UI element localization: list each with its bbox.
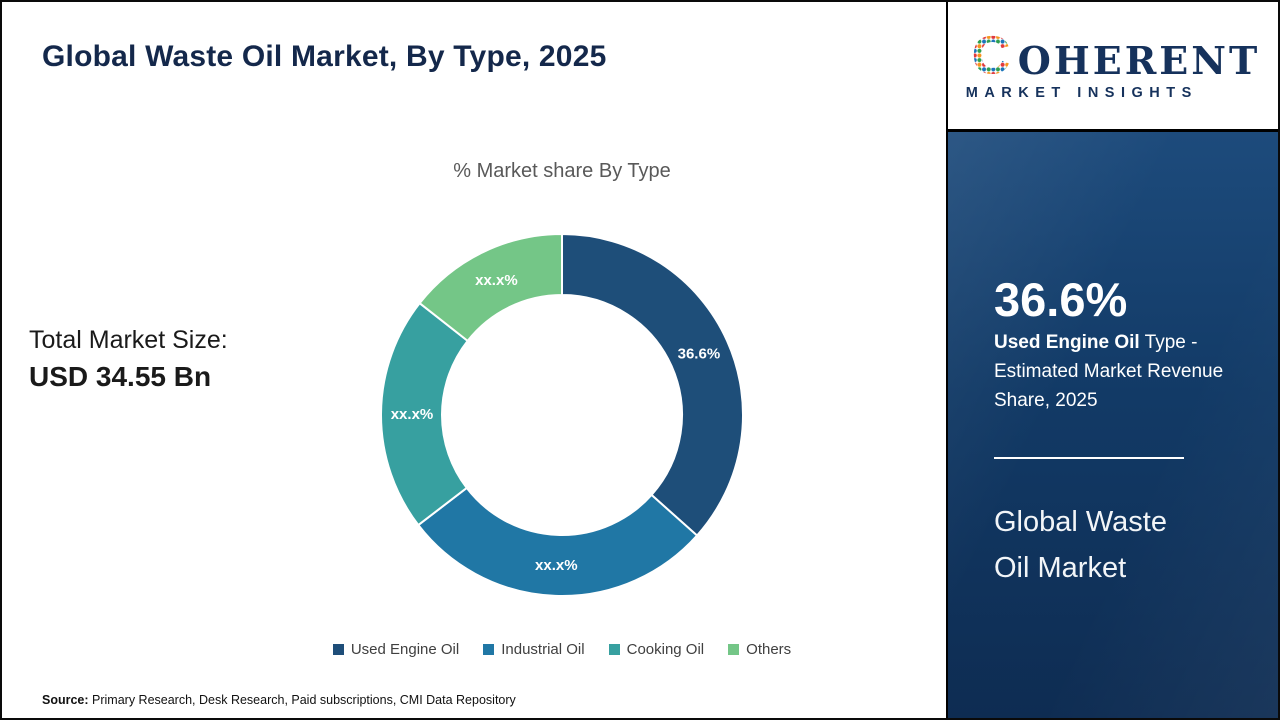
stat-description: Used Engine Oil Type - Estimated Market … bbox=[994, 328, 1226, 415]
highlight-panel: 36.6% Used Engine Oil Type - Estimated M… bbox=[946, 132, 1278, 718]
stat-rest: Type - Estimated Market Revenue Share, 2… bbox=[994, 332, 1224, 412]
logo-wordmark: OHERENT bbox=[1017, 38, 1261, 83]
stat-value: 36.6% bbox=[994, 273, 1128, 326]
source-label: Source: bbox=[42, 693, 89, 707]
chart-title: % Market share By Type bbox=[453, 160, 671, 182]
legend-item-industrial-oil: Industrial Oil bbox=[483, 641, 585, 658]
donut-segment-others bbox=[418, 232, 563, 343]
legend-marker-icon bbox=[728, 644, 740, 655]
legend-label: Industrial Oil bbox=[501, 641, 585, 658]
legend-label: Used Engine Oil bbox=[350, 641, 460, 658]
legend-item-used-engine-oil: Used Engine Oil bbox=[332, 641, 460, 658]
page-title: Global Waste Oil Market, By Type, 2025 bbox=[42, 40, 607, 73]
donut-chart-plot: 36.6% xx.x% xx.x% xx.x% bbox=[378, 231, 746, 599]
legend-item-others: Others bbox=[728, 641, 791, 658]
donut-segment-label: 36.6% bbox=[678, 346, 721, 363]
total-market-size-label: Total Market Size: bbox=[29, 326, 228, 354]
panel-market-title: Global Waste Oil Market bbox=[994, 506, 1167, 584]
total-market-size-value: USD 34.55 Bn bbox=[29, 361, 212, 392]
total-market-size: Total Market Size: USD 34.55 Bn bbox=[29, 326, 228, 393]
stat-highlight: Used Engine Oil bbox=[994, 332, 1140, 353]
svg-text:C: C bbox=[971, 30, 1010, 80]
donut-chart: % Market share By Type 36.6% xx.x% xx.x% xx… bbox=[322, 160, 802, 658]
donut-segment-label: xx.x% bbox=[391, 406, 434, 423]
legend-marker-icon bbox=[608, 644, 620, 655]
panel-divider bbox=[994, 457, 1184, 459]
main-area: Global Waste Oil Market, By Type, 2025 T… bbox=[2, 2, 950, 718]
legend-marker-icon bbox=[483, 644, 495, 655]
donut-segment-industrial-oil bbox=[416, 486, 699, 597]
source-attribution: Source: Primary Research, Desk Research,… bbox=[42, 693, 516, 707]
donut-segment-label: xx.x% bbox=[475, 272, 518, 289]
legend-label: Others bbox=[746, 641, 792, 658]
coherent-logo-c-icon: C bbox=[971, 30, 1010, 80]
legend-item-cooking-oil: Cooking Oil bbox=[608, 641, 705, 658]
brand-logo: C OHERENT MARKET INSIGHTS bbox=[946, 2, 1278, 132]
chart-legend: Used Engine Oil Industrial Oil Cooking O… bbox=[322, 641, 802, 658]
logo-subtitle: MARKET INSIGHTS bbox=[965, 85, 1198, 101]
donut-segment-used-engine-oil bbox=[561, 232, 745, 537]
source-text: Primary Research, Desk Research, Paid su… bbox=[88, 693, 516, 707]
legend-label: Cooking Oil bbox=[626, 641, 705, 658]
donut-svg: 36.6% xx.x% xx.x% xx.x% bbox=[380, 232, 745, 597]
legend-marker-icon bbox=[332, 644, 344, 655]
donut-segment-label: xx.x% bbox=[535, 557, 578, 574]
